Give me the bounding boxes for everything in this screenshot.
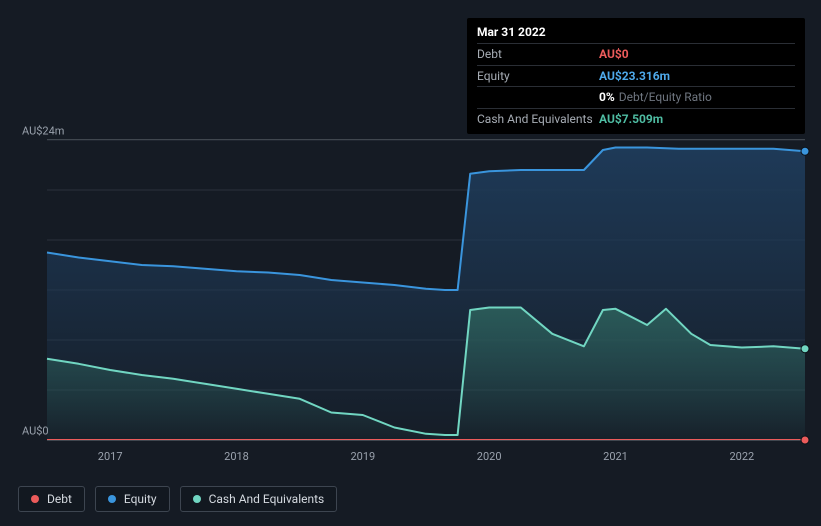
- legend-dot-debt: [31, 495, 39, 503]
- tooltip-ratio-spacer: [477, 89, 599, 106]
- x-tick-label: 2022: [729, 450, 754, 463]
- y-label-bottom: AU$0: [22, 425, 49, 438]
- x-tick-label: 2018: [224, 450, 249, 463]
- y-label-top: AU$24m: [22, 125, 64, 138]
- x-tick-label: 2021: [603, 450, 628, 463]
- tooltip-ratio-label: Debt/Equity Ratio: [619, 90, 712, 104]
- tooltip-cash-value: AU$7.509m: [599, 111, 663, 128]
- tooltip-equity-value: AU$23.316m: [599, 68, 670, 85]
- legend-label-debt: Debt: [47, 492, 72, 506]
- tooltip-ratio-value: 0%: [599, 90, 615, 104]
- x-tick-label: 2020: [477, 450, 502, 463]
- tooltip-debt-value: AU$0: [599, 46, 629, 63]
- x-tick-label: 2019: [350, 450, 375, 463]
- tooltip-ratio: 0% Debt/Equity Ratio: [599, 89, 712, 106]
- legend-dot-cash: [193, 495, 201, 503]
- chart-areas: [47, 148, 805, 441]
- legend-item-debt[interactable]: Debt: [18, 486, 85, 512]
- chart-tooltip: Mar 31 2022 Debt AU$0 Equity AU$23.316m …: [467, 18, 805, 134]
- legend-label-equity: Equity: [124, 492, 157, 506]
- debt-equity-chart: AU$24m AU$0 2017 2018 2019 2020 2021 2022 Mar…: [0, 0, 821, 526]
- tooltip-debt-label: Debt: [477, 46, 599, 63]
- tooltip-cash-label: Cash And Equivalents: [477, 111, 599, 128]
- chart-legend: Debt Equity Cash And Equivalents: [18, 486, 337, 512]
- legend-item-equity[interactable]: Equity: [95, 486, 170, 512]
- legend-item-cash[interactable]: Cash And Equivalents: [180, 486, 338, 512]
- legend-label-cash: Cash And Equivalents: [209, 492, 325, 506]
- x-tick-label: 2017: [98, 450, 123, 463]
- legend-dot-equity: [108, 495, 116, 503]
- tooltip-date: Mar 31 2022: [477, 24, 795, 43]
- tooltip-equity-label: Equity: [477, 68, 599, 85]
